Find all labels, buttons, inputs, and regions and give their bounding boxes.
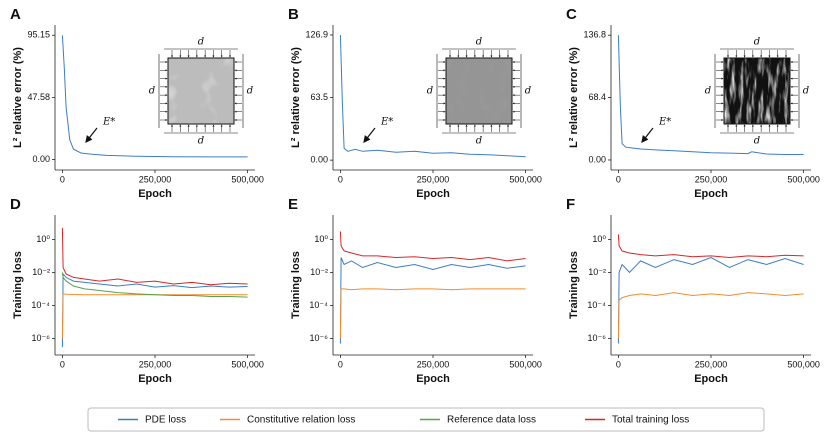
data-line: [339, 34, 526, 158]
y-tick-label: 10⁻²: [588, 267, 606, 277]
y-tick-label: 63.5: [310, 92, 328, 102]
data-line: [617, 292, 804, 339]
panel-label: C: [566, 6, 577, 23]
inset-label: d: [754, 37, 760, 48]
inset-frame: [167, 57, 235, 125]
y-tick-label: 126.9: [305, 29, 328, 39]
y-tick-label: 47.58: [27, 92, 50, 102]
panel-label: F: [566, 196, 575, 213]
x-tick-label: 500,000: [509, 174, 542, 184]
inset-label: d: [198, 136, 204, 147]
x-axis-label: Epoch: [416, 188, 450, 200]
y-tick-label: 10⁰: [314, 234, 328, 244]
annotation: E*: [658, 117, 671, 128]
y-tick-label: 0.00: [32, 154, 50, 164]
y-tick-label: 10⁻⁶: [32, 333, 51, 343]
y-tick-label: 10⁻⁴: [31, 300, 50, 310]
data-line: [339, 231, 526, 262]
inset-label: d: [803, 86, 809, 97]
x-tick-label: 250,000: [695, 174, 728, 184]
x-axis-label: Epoch: [138, 373, 172, 385]
legend-label: Reference data loss: [447, 415, 536, 426]
inset-label: d: [705, 86, 711, 97]
x-axis-label: Epoch: [138, 188, 172, 200]
data-line: [339, 257, 526, 344]
y-tick-label: 10⁻⁴: [309, 300, 328, 310]
inset-image: [724, 58, 790, 124]
x-tick-label: 250,000: [417, 359, 450, 369]
annotation: E*: [102, 117, 115, 128]
y-tick-label: 95.15: [27, 30, 50, 40]
y-tick-label: 10⁻⁴: [587, 300, 606, 310]
inset-frame: [723, 57, 791, 125]
panel-label: B: [288, 6, 299, 23]
y-tick-label: 10⁻⁶: [588, 333, 607, 343]
annotation-arrow: [641, 127, 654, 143]
data-line: [61, 272, 248, 348]
data-line: [617, 35, 804, 155]
inset-label: d: [427, 86, 433, 97]
inset-label: d: [525, 86, 531, 97]
legend-label: Total training loss: [612, 415, 689, 426]
x-axis-label: Epoch: [694, 188, 728, 200]
inset-label: d: [754, 136, 760, 147]
x-tick-label: 0: [338, 174, 343, 184]
x-tick-label: 0: [60, 359, 65, 369]
data-line: [339, 288, 526, 339]
x-tick-label: 0: [616, 359, 621, 369]
y-tick-label: 10⁻²: [32, 267, 50, 277]
x-tick-label: 250,000: [139, 174, 172, 184]
data-line: [61, 227, 248, 286]
y-axis-label: Training loss: [568, 251, 580, 319]
legend-label: Constitutive relation loss: [247, 415, 355, 426]
inset-label: d: [247, 86, 253, 97]
x-tick-label: 250,000: [417, 174, 450, 184]
y-tick-label: 10⁰: [592, 234, 606, 244]
data-line: [617, 256, 804, 344]
x-axis-label: Epoch: [694, 373, 728, 385]
y-axis-label: L² relative error (%): [290, 47, 302, 148]
x-tick-label: 0: [616, 174, 621, 184]
x-axis-label: Epoch: [416, 373, 450, 385]
legend-label: PDE loss: [145, 415, 186, 426]
y-axis-label: Training loss: [290, 251, 302, 319]
x-tick-label: 500,000: [509, 359, 542, 369]
panel-label: A: [10, 6, 21, 23]
panel-label: E: [288, 196, 298, 213]
data-line: [61, 35, 248, 158]
y-tick-label: 10⁻²: [310, 267, 328, 277]
annotation: E*: [380, 117, 393, 128]
y-axis-label: Training loss: [12, 251, 24, 319]
inset-label: d: [149, 86, 155, 97]
data-line: [61, 293, 248, 339]
x-tick-label: 500,000: [787, 359, 820, 369]
panel-label: D: [10, 196, 21, 213]
inset-label: d: [476, 136, 482, 147]
inset-image: [446, 58, 512, 124]
y-tick-label: 68.4: [588, 92, 606, 102]
y-tick-label: 10⁻⁶: [310, 333, 329, 343]
inset-image: [168, 58, 234, 124]
y-axis-label: L² relative error (%): [12, 47, 24, 148]
annotation-arrow: [85, 127, 98, 143]
inset-label: d: [198, 37, 204, 48]
data-line: [617, 234, 804, 259]
y-tick-label: 0.00: [310, 155, 328, 165]
inset-label: d: [476, 37, 482, 48]
y-tick-label: 0.00: [588, 154, 606, 164]
x-tick-label: 500,000: [787, 174, 820, 184]
x-tick-label: 250,000: [695, 359, 728, 369]
x-tick-label: 0: [338, 359, 343, 369]
x-tick-label: 250,000: [139, 359, 172, 369]
x-tick-label: 0: [60, 174, 65, 184]
x-tick-label: 500,000: [231, 359, 264, 369]
y-tick-label: 10⁰: [36, 234, 50, 244]
inset-frame: [445, 57, 513, 125]
y-tick-label: 136.8: [583, 30, 606, 40]
x-tick-label: 500,000: [231, 174, 264, 184]
y-axis-label: L² relative error (%): [568, 47, 580, 148]
annotation-arrow: [363, 127, 376, 143]
data-line: [61, 272, 248, 298]
